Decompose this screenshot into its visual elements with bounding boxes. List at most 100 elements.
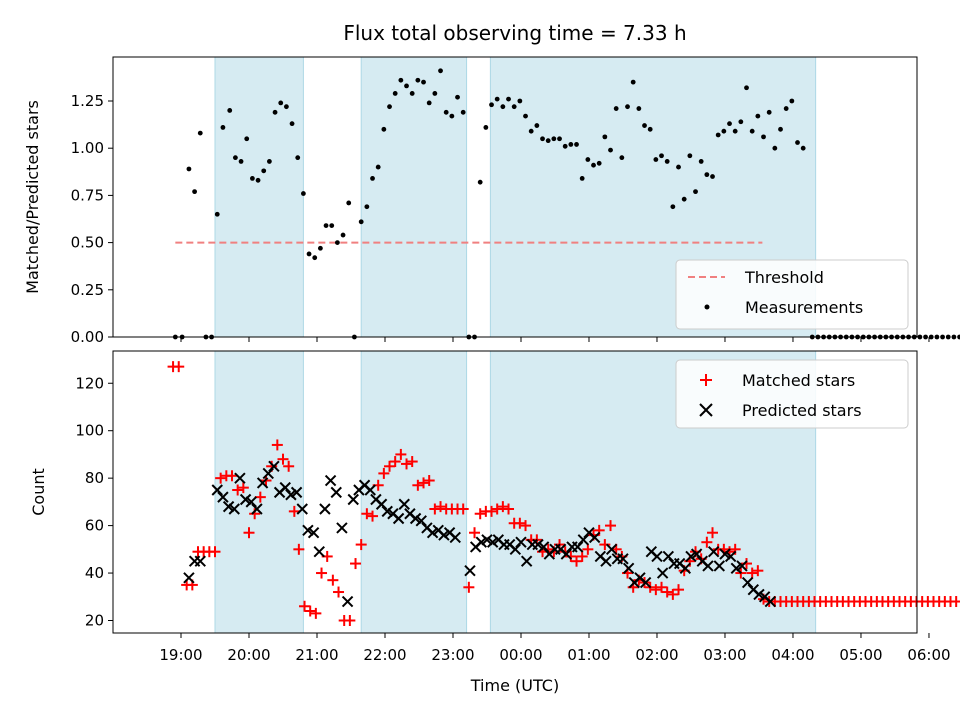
measurement-point — [334, 240, 340, 246]
measurement-point — [574, 142, 579, 147]
bottom-legend-box — [675, 359, 909, 429]
measurement-point — [438, 68, 443, 74]
predicted-stars-point — [392, 512, 405, 525]
measurement-point — [715, 132, 721, 138]
bottom-y-tick-label: 20 — [85, 612, 104, 630]
measurement-point — [681, 196, 687, 202]
measurement-point — [732, 128, 738, 134]
predicted-stars-point — [656, 567, 669, 579]
predicted-stars-point — [679, 562, 692, 575]
measurement-point — [585, 157, 591, 162]
measurement-point — [511, 104, 517, 110]
matched-stars-point — [333, 586, 345, 598]
matched-stars-point — [350, 558, 362, 570]
bottom-shaded-interval — [360, 350, 468, 634]
measurement-point — [636, 106, 642, 111]
predicted-stars-point — [296, 503, 308, 515]
measurement-point — [483, 125, 489, 130]
matched-stars-point — [283, 460, 295, 472]
predicted-stars-point — [520, 555, 533, 567]
matched-stars-point — [950, 596, 960, 608]
measurement-point — [579, 176, 585, 181]
bottom-x-tick-label: 23:00 — [431, 646, 474, 664]
bottom-y-tick-label: 100 — [75, 422, 104, 440]
measurement-point — [370, 176, 375, 181]
measurement-point — [562, 143, 568, 149]
measurement-point — [608, 147, 613, 153]
matched-stars-point — [412, 479, 424, 491]
measurement-point — [670, 204, 676, 210]
measurement-point — [698, 159, 704, 164]
measurement-point — [517, 98, 523, 104]
top-y-tick-label: 0.75 — [71, 186, 104, 204]
predicted-stars-point — [537, 541, 550, 553]
matched-stars-point — [463, 581, 475, 593]
top-y-axis-label: Matched/Predicted stars — [23, 100, 42, 294]
measurement-point — [613, 106, 619, 111]
matched-stars-point — [576, 550, 588, 562]
measurement-point — [721, 128, 727, 134]
top-y-tick-label: 0.50 — [71, 234, 104, 252]
predicted-stars-point — [217, 491, 229, 503]
matched-stars-point — [173, 361, 185, 373]
measurement-point — [358, 219, 364, 225]
measurement-point — [232, 155, 238, 161]
matched-legend-symbol — [700, 374, 712, 386]
measurement-point — [602, 134, 608, 140]
bottom-x-tick-label: 00:00 — [499, 646, 542, 664]
measurements-points — [172, 68, 960, 340]
measurement-point — [317, 245, 323, 251]
matched-stars-point — [237, 482, 249, 494]
measurement-point — [449, 113, 455, 119]
measurement-point — [404, 83, 409, 89]
measurement-point — [214, 211, 220, 217]
measurement-point — [568, 142, 574, 147]
measurement-point — [238, 159, 244, 164]
bottom-x-tick-label: 03:00 — [703, 646, 746, 664]
matched-stars-point — [520, 520, 532, 532]
measurement-point — [772, 145, 778, 151]
measurement-point — [951, 334, 957, 340]
matched-stars-point — [367, 510, 379, 522]
predicted-stars-point — [741, 576, 754, 589]
measurement-point — [432, 91, 438, 96]
predicted-stars-point — [707, 545, 720, 558]
predicted-stars-point — [268, 460, 280, 472]
bottom-x-tick-label: 22:00 — [363, 646, 406, 664]
measurement-point — [540, 136, 545, 142]
measurement-point — [340, 232, 346, 238]
bottom-x-tick-label: 01:00 — [567, 646, 610, 664]
predicted-stars-point — [464, 564, 476, 577]
matched-stars-point — [491, 503, 503, 515]
measurement-point — [421, 79, 426, 85]
measurement-point — [766, 109, 772, 115]
measurement-point — [551, 136, 557, 142]
predicted-stars-point — [319, 503, 331, 515]
top-y-tick-label: 0.00 — [71, 328, 104, 346]
bottom-x-tick-label: 21:00 — [295, 646, 338, 664]
predicted-stars-point — [256, 477, 269, 489]
matched-stars-point — [243, 527, 255, 539]
predicted-stars-point — [605, 543, 618, 556]
measurement-point — [795, 140, 800, 145]
top-axes: 0.00 0.25 0.50 0.75 1.00 1.25 — [71, 92, 930, 346]
bottom-y-tick-label: 40 — [85, 564, 104, 582]
matched-stars-point — [406, 456, 418, 468]
predicted-stars-point — [622, 562, 635, 575]
bottom-y-axis-label: Count — [29, 468, 48, 516]
predicted-stars-points — [183, 460, 777, 608]
top-plot-frame — [112, 56, 918, 338]
matched-stars-point — [474, 508, 486, 520]
top-y-tick-label: 1.00 — [71, 139, 104, 157]
bottom-axes: 20 40 60 80 100 120 19:00 20:00 21:00 22:00 23:00 0… — [75, 374, 950, 664]
measurement-point — [398, 77, 404, 83]
measurements-legend-label: Measurements — [745, 298, 863, 317]
predicted-stars-point — [724, 550, 737, 563]
top-shaded-interval — [214, 56, 304, 338]
matched-legend-label: Matched stars — [742, 371, 855, 390]
predicted-stars-point — [702, 560, 714, 572]
predicted-stars-point — [571, 541, 584, 553]
measurements-legend-symbol — [704, 304, 710, 310]
measurement-point — [704, 172, 710, 178]
